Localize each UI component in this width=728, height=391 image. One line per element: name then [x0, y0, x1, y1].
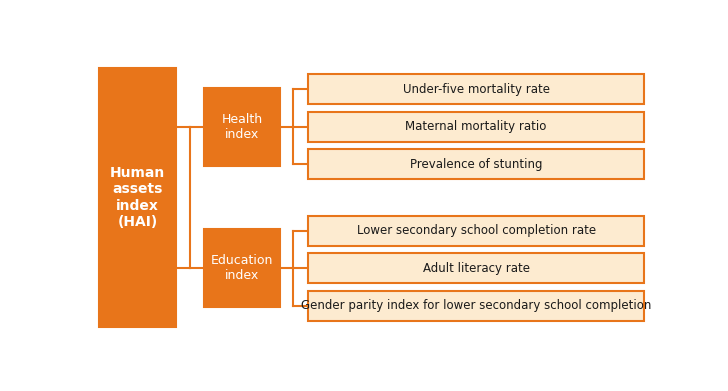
FancyBboxPatch shape [308, 74, 644, 104]
Text: Health
index: Health index [221, 113, 263, 141]
FancyBboxPatch shape [204, 229, 280, 307]
FancyBboxPatch shape [308, 253, 644, 283]
FancyBboxPatch shape [308, 112, 644, 142]
FancyBboxPatch shape [100, 68, 175, 327]
Text: Under-five mortality rate: Under-five mortality rate [403, 83, 550, 95]
Text: Adult literacy rate: Adult literacy rate [422, 262, 529, 275]
Text: Gender parity index for lower secondary school completion: Gender parity index for lower secondary … [301, 300, 652, 312]
FancyBboxPatch shape [308, 215, 644, 246]
Text: Maternal mortality ratio: Maternal mortality ratio [405, 120, 547, 133]
FancyBboxPatch shape [204, 88, 280, 166]
Text: Human
assets
index
(HAI): Human assets index (HAI) [110, 166, 165, 229]
FancyBboxPatch shape [308, 291, 644, 321]
Text: Education
index: Education index [210, 254, 273, 282]
Text: Lower secondary school completion rate: Lower secondary school completion rate [357, 224, 596, 237]
Text: Prevalence of stunting: Prevalence of stunting [410, 158, 542, 171]
FancyBboxPatch shape [308, 149, 644, 179]
